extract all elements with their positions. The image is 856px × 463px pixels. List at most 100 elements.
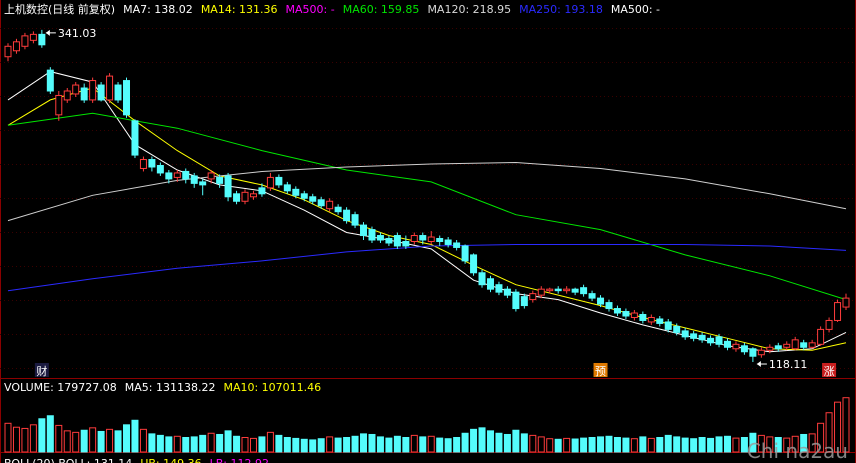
volume-bar [55,424,63,453]
volume-bar [233,435,241,453]
candle-body [766,346,774,351]
volume-bar [681,437,689,453]
candle-body [732,343,740,350]
volume-bar [791,435,799,453]
volume-bar [199,434,207,453]
volume-bar [224,430,232,453]
volume-bar [139,428,147,453]
candle-body [46,69,54,92]
candle-body [4,45,12,58]
legend-text: MA60: 159.85 [343,3,420,16]
candle-body [114,84,122,101]
volume-bar [808,433,816,453]
volume-bar [317,438,325,453]
candle-body [190,175,198,184]
legend-text: MA500: - [286,3,335,16]
volume-bar [647,437,655,453]
candle-body [131,120,139,156]
event-label: 预 [595,365,606,378]
volume-bar [588,437,596,453]
watermark: Chi na2au [747,439,848,463]
volume-bar [410,434,418,453]
candle-body [29,33,37,41]
candle-body [503,288,511,296]
volume-bar [216,433,224,453]
price-annotation: 118.11 [769,358,808,371]
volume-bar [749,432,757,453]
volume-bar [800,433,808,453]
volume-bar [698,437,706,453]
candle-body [690,333,698,339]
candle-body [258,187,266,195]
volume-bar [114,430,122,453]
event-label: 财 [36,364,47,378]
candle-body [249,193,257,198]
candle-body [351,214,359,226]
candle-body [309,196,317,202]
volume-bar [563,437,571,453]
candle-body [393,235,401,247]
legend-text: MA10: 107011.46 [223,381,321,394]
legend-text: 上机数控(日线 前复权) [4,2,115,16]
candle-body [334,206,342,213]
ma-line [7,244,847,292]
candle-body [165,172,173,180]
candle-body [630,312,638,318]
volume-bar [300,438,308,453]
volume-bar [723,435,731,453]
candle-body [588,293,596,299]
volume-bar [664,434,672,453]
candle-body [664,321,672,330]
volume-bar [376,436,384,453]
volume-bar [38,418,46,453]
candle-body [707,337,715,344]
volume-bar [131,419,139,453]
volume-bar [419,436,427,453]
legend-text: BOLL(20) BOLL: 131.14 [4,457,132,463]
volume-bar [537,436,545,453]
legend-text: MA14: 131.36 [201,3,278,16]
volume-bar [266,431,274,453]
candle-body [774,345,782,350]
candle-body [529,293,537,301]
volume-bar [89,427,97,453]
volume-bar [283,437,291,453]
candle-body [825,319,833,330]
candle-body [495,284,503,293]
candle-body [639,314,647,321]
candle-body [182,170,190,180]
candle-body [38,33,46,46]
candle-body [800,342,808,348]
candle-body [597,297,605,305]
event-badge [34,363,49,377]
candle-body [842,297,850,308]
volume-bar [29,424,37,453]
candle-body [715,336,723,345]
volume-bar [732,437,740,453]
candle-body [106,75,114,101]
volume-bar [292,437,300,453]
volume-bar [478,427,486,453]
candle-body [470,254,478,274]
candle-body [453,242,461,248]
volume-bar [707,437,715,453]
volume-bar [503,433,511,453]
candle-body [808,342,816,348]
ma-line [7,112,847,301]
volume-bar [766,436,774,453]
volume-bar [630,438,638,453]
annotation-arrowhead [45,29,50,36]
candle-body [21,35,29,47]
candle-body [241,191,249,202]
volume-bar [393,435,401,453]
volume-bar [461,432,469,453]
event-badge [593,363,608,377]
volume-bar [656,437,664,453]
candle-body [410,235,418,242]
candle-body [486,278,494,290]
candle-body [216,176,224,184]
candle-body [740,345,748,353]
event-label: 涨 [824,365,835,378]
legend-text: MA250: 193.18 [519,3,603,16]
